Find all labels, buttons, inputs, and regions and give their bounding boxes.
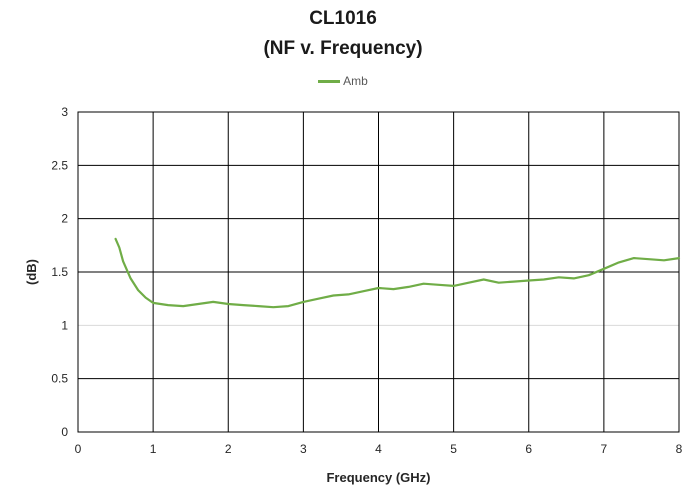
legend-swatch [318,79,341,83]
x-tick-label: 8 [676,442,683,456]
y-tick-label: 0 [61,425,68,439]
y-tick-label: 1 [61,318,68,332]
x-tick-label: 1 [150,442,157,456]
x-tick-label: 0 [75,442,82,456]
vertical-gridlines [152,112,605,432]
x-tick-label: 4 [375,442,382,456]
series-line-amb [114,237,681,309]
y-tick-label: 1.5 [51,265,68,279]
y-tick-label: 2 [61,212,68,226]
legend: Amb [0,74,686,88]
x-tick-label: 7 [601,442,608,456]
chart-subtitle: (NF v. Frequency) [263,38,423,59]
y-axis-ticks: 0 0.5 1 1.5 2 2.5 3 [51,105,68,439]
x-tick-label: 3 [300,442,307,456]
plot-border [77,111,680,433]
x-axis-label: Frequency (GHz) [326,470,430,485]
y-tick-label: 0.5 [51,372,68,386]
x-tick-label: 2 [225,442,232,456]
x-tick-label: 6 [525,442,532,456]
chart-title: CL1016 [309,8,377,29]
x-tick-label: 5 [450,442,457,456]
x-axis-ticks: 0 1 2 3 4 5 6 7 8 [75,442,683,456]
y-tick-label: 2.5 [51,158,68,172]
y-axis-label: (dB) [24,259,39,285]
legend-label: Amb [343,74,368,88]
y-tick-label: 3 [61,105,68,119]
